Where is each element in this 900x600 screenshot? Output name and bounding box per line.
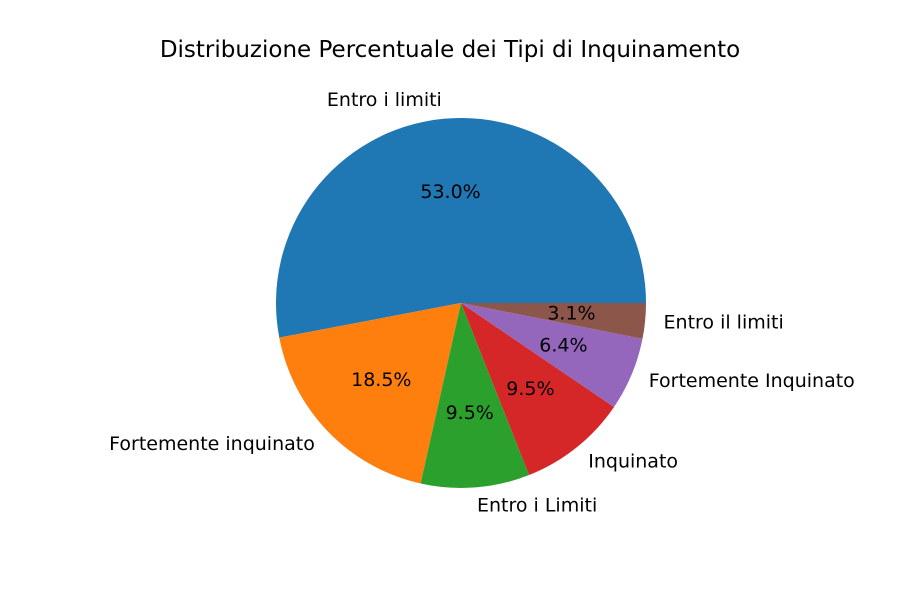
pie-slices (276, 117, 646, 488)
slice-label-1: Fortemente inquinato (109, 433, 315, 455)
slice-2-entro-i-limiti (420, 303, 530, 488)
slice-1-fortemente-inquinato (279, 303, 461, 484)
slice-0-entro-i-limiti (276, 117, 646, 338)
slice-label-0: Entro i limiti (327, 89, 442, 111)
slice-percent-2: 9.5% (446, 402, 494, 424)
slice-percent-3: 9.5% (506, 378, 554, 400)
slice-label-5: Entro il limiti (664, 311, 784, 333)
slice-5-entro-il-limiti (461, 303, 646, 339)
pie-labels: Entro i limiti 53.0% Fortemente inquinato 1… (109, 89, 855, 516)
slice-label-4: Fortemente Inquinato (649, 370, 855, 392)
slice-3-inquinato (461, 303, 615, 476)
slice-percent-0: 53.0% (420, 181, 480, 203)
chart-title: Distribuzione Percentuale dei Tipi di In… (159, 37, 741, 63)
slice-percent-4: 6.4% (539, 334, 587, 356)
slice-label-3: Inquinato (588, 450, 678, 472)
slice-percent-5: 3.1% (547, 302, 595, 324)
slice-percent-1: 18.5% (351, 369, 411, 391)
slice-label-2: Entro i Limiti (477, 494, 597, 516)
slice-4-fortemente-inquinato (461, 303, 643, 407)
